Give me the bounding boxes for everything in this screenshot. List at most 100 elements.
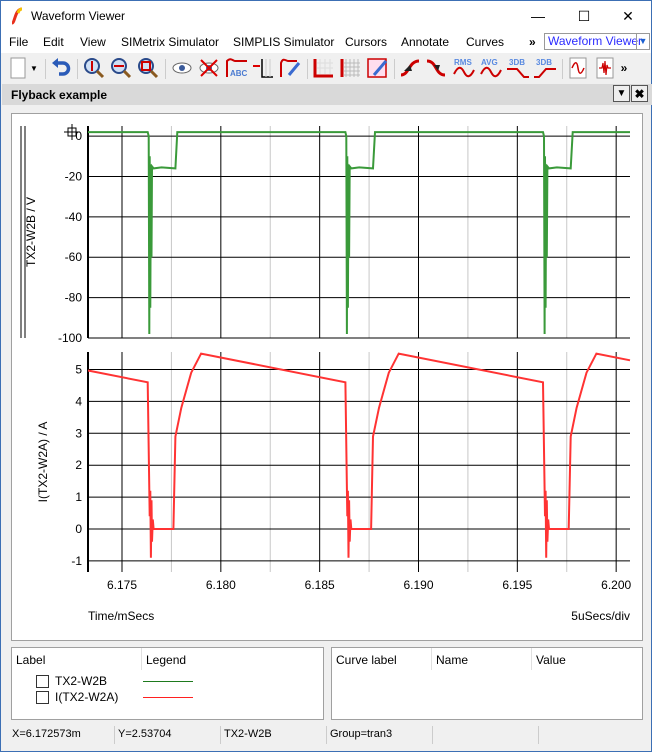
- zoom-horizontal-button[interactable]: [110, 57, 132, 79]
- x-tick-label: 6.195: [502, 578, 532, 592]
- svg-text:AVG: AVG: [481, 58, 498, 67]
- svg-text:RMS: RMS: [454, 58, 472, 67]
- panel-title: Flyback example: [2, 84, 652, 105]
- rms-button[interactable]: RMS: [452, 57, 476, 79]
- status-group: Group=tran3: [330, 728, 393, 740]
- chart-area[interactable]: 0 -20 -40 -60 -80 -100 TX2-W2B / V 5 4 3 2 1 0 -1 I(TX…: [11, 113, 643, 641]
- menu-file[interactable]: File: [9, 35, 29, 49]
- y-tick-label: -40: [65, 210, 83, 224]
- avg-button[interactable]: AVG: [479, 57, 503, 79]
- close-icon: ✖: [634, 86, 645, 101]
- x-tick-label: 6.190: [403, 578, 433, 592]
- svg-text:3DB: 3DB: [509, 58, 525, 67]
- menu-simetrix-simulator[interactable]: SIMetrix Simulator: [121, 35, 220, 49]
- legend-item-label: I(TX2-W2A): [55, 690, 119, 704]
- axes-button[interactable]: [312, 57, 334, 79]
- edit-curve-button[interactable]: [279, 57, 301, 79]
- 3db-low-button[interactable]: 3DB: [506, 57, 530, 79]
- avg-icon: AVG: [480, 58, 502, 78]
- new-document-button[interactable]: [7, 57, 29, 79]
- series-line-i-tx2-w2a-: [87, 352, 631, 558]
- menu-bar: File Edit View SIMetrix Simulator SIMPLI…: [1, 31, 651, 53]
- abc-label-icon: ABC: [226, 58, 247, 78]
- waveform-chart[interactable]: 0 -20 -40 -60 -80 -100 TX2-W2B / V 5 4 3 2 1 0 -1 I(TX…: [12, 114, 642, 640]
- add-axis-button[interactable]: [252, 57, 274, 79]
- hide-curve-icon: [199, 59, 219, 77]
- legend-header-legend: Legend: [146, 653, 187, 667]
- 3db-high-button[interactable]: 3DB: [533, 57, 557, 79]
- crosshair-cursor-icon: [64, 124, 80, 140]
- panel-menu-button[interactable]: ▼: [613, 85, 630, 102]
- maximize-icon: ☐: [577, 8, 591, 24]
- close-icon: ✕: [622, 8, 634, 24]
- x-scale-label: 5uSecs/div: [571, 609, 630, 623]
- falling-edge-icon: [426, 59, 446, 77]
- zoom-box-button[interactable]: [137, 57, 159, 79]
- y-tick-label: 3: [75, 426, 82, 440]
- fft-icon: [596, 57, 614, 79]
- hide-curve-button[interactable]: [198, 57, 220, 79]
- col-curve-label: Curve label: [336, 653, 397, 667]
- rising-edge-button[interactable]: [399, 57, 421, 79]
- window-title: Waveform Viewer: [31, 9, 126, 23]
- fft-button[interactable]: [594, 57, 616, 79]
- add-axis-icon: [253, 59, 273, 78]
- edit-grid-icon: [367, 58, 388, 78]
- y-tick-label: 1: [75, 490, 82, 504]
- zoom-vertical-button[interactable]: [83, 57, 105, 79]
- panel-close-button[interactable]: ✖: [631, 85, 648, 102]
- show-curve-icon: [172, 62, 192, 74]
- menu-annotate[interactable]: Annotate: [401, 35, 450, 49]
- edit-grid-button[interactable]: [366, 57, 388, 79]
- x-tick-label: 6.175: [107, 578, 137, 592]
- maximize-button[interactable]: ☐: [561, 1, 607, 31]
- svg-text:3DB: 3DB: [536, 58, 552, 67]
- y-tick-label: -20: [65, 169, 83, 183]
- undo-button[interactable]: [50, 57, 72, 79]
- x-tick-label: 6.180: [206, 578, 236, 592]
- menu-edit[interactable]: Edit: [43, 35, 64, 49]
- menu-overflow[interactable]: »: [529, 35, 536, 49]
- col-name: Name: [436, 653, 469, 667]
- waveform-button[interactable]: [567, 57, 589, 79]
- legend-line-red: [143, 697, 193, 698]
- grid-button[interactable]: [339, 57, 361, 79]
- falling-edge-button[interactable]: [425, 57, 447, 79]
- menu-simplis-simulator[interactable]: SIMPLIS Simulator: [233, 35, 335, 49]
- y-axis-label: I(TX2-W2A) / A: [36, 422, 50, 503]
- minimize-button[interactable]: —: [515, 1, 561, 31]
- undo-icon: [52, 58, 71, 76]
- grid-icon: [340, 59, 360, 77]
- 3db-high-icon: 3DB: [534, 58, 556, 78]
- y-tick-label: -60: [65, 250, 83, 264]
- menu-curves[interactable]: Curves: [466, 35, 505, 49]
- y-tick-label: -100: [58, 331, 82, 345]
- app-logo-icon: [11, 7, 23, 25]
- waveform-icon: [569, 57, 587, 79]
- zoom-box-icon: [138, 58, 159, 79]
- status-curve: TX2-W2B: [224, 728, 272, 740]
- dropdown-icon: ▼: [30, 63, 38, 73]
- y-tick-label: 4: [75, 394, 82, 408]
- legend-line-green: [143, 681, 193, 682]
- y-tick-label: -80: [65, 291, 83, 305]
- show-curve-button[interactable]: [171, 57, 193, 79]
- menu-view[interactable]: View: [80, 35, 106, 49]
- abc-label-button[interactable]: ABC: [225, 57, 247, 79]
- toolbar-overflow-button[interactable]: »: [620, 61, 628, 75]
- curve-checkbox-tx2-w2b[interactable]: [36, 675, 49, 688]
- legend-header-label: Label: [16, 653, 46, 667]
- legend-panel: Label Legend TX2-W2B I(TX2-W2A): [11, 647, 324, 720]
- close-button[interactable]: ✕: [605, 1, 651, 31]
- legend-item-label: TX2-W2B: [55, 674, 108, 688]
- view-selector-dropdown[interactable]: Waveform Viewer ▼: [544, 33, 650, 50]
- rms-icon: RMS: [453, 58, 475, 78]
- status-x: X=6.172573m: [12, 728, 81, 740]
- menu-cursors[interactable]: Cursors: [345, 35, 388, 49]
- new-dropdown-button[interactable]: ▼: [27, 57, 41, 79]
- y-tick-label: 0: [75, 522, 82, 536]
- y-axis-label: TX2-W2B / V: [24, 197, 38, 267]
- curve-checkbox-i-tx2-w2a[interactable]: [36, 691, 49, 704]
- x-axis-label: Time/mSecs: [88, 609, 154, 623]
